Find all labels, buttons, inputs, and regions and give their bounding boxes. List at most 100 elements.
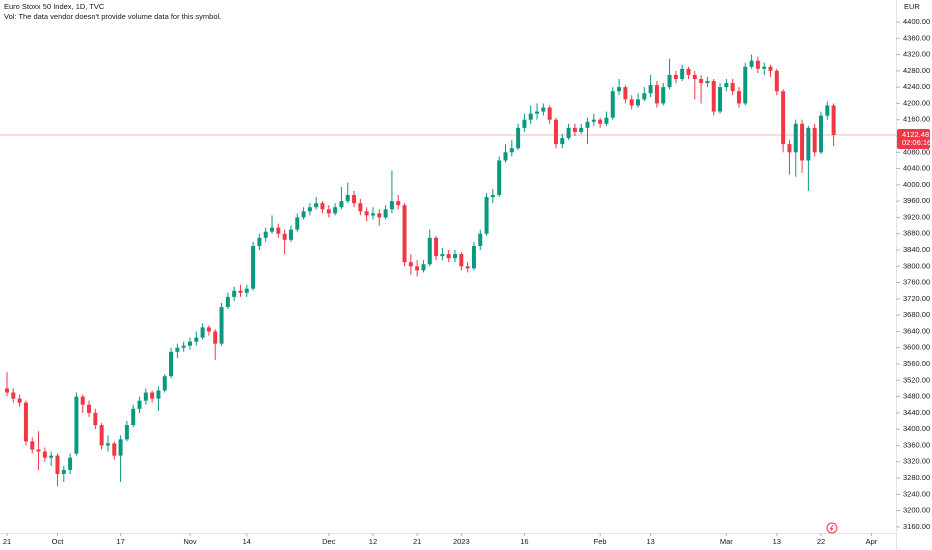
candle-body <box>301 211 306 218</box>
candle-body <box>42 451 47 458</box>
x-tick-label: 21 <box>3 537 11 546</box>
candle-body <box>99 425 104 446</box>
candle-body <box>591 119 596 122</box>
candle-body <box>522 119 527 128</box>
candle-body <box>434 237 439 257</box>
candle-body <box>497 160 502 196</box>
x-tick-label: Nov <box>183 537 197 546</box>
candle-body <box>831 105 836 135</box>
candle-body <box>598 119 603 124</box>
candle-body <box>377 213 382 218</box>
candle-body <box>213 331 218 344</box>
candle-body <box>17 398 22 403</box>
y-tick-label: 4040.00 <box>903 164 930 173</box>
candle-body <box>415 266 420 271</box>
x-tick-label: 21 <box>413 537 421 546</box>
candle-body <box>623 87 628 100</box>
candle-body <box>724 83 729 88</box>
candle-body <box>699 78 704 84</box>
candle-body <box>112 443 117 456</box>
y-tick-label: 3400.00 <box>903 424 930 433</box>
candle-body <box>654 85 659 104</box>
candle-body <box>11 392 16 399</box>
chart-title: Euro Stoxx 50 Index, 1D, TVC <box>4 2 105 11</box>
candle-body <box>295 217 300 230</box>
y-tick-label: 3360.00 <box>903 440 930 449</box>
y-tick-label: 3640.00 <box>903 326 930 335</box>
candle-body <box>806 127 811 161</box>
y-tick-label: 3320.00 <box>903 457 930 466</box>
y-tick-label: 3920.00 <box>903 212 930 221</box>
candle-body <box>345 195 350 202</box>
candle-body <box>23 402 28 442</box>
candle-body <box>781 91 786 145</box>
candle-body <box>547 107 552 120</box>
x-tick-label: Feb <box>594 537 607 546</box>
x-tick-label: 2023 <box>453 537 470 546</box>
candle-body <box>364 211 369 216</box>
candle-body <box>800 123 805 161</box>
candle-body <box>730 83 735 92</box>
candle-body <box>711 81 716 112</box>
candle-body <box>270 227 275 232</box>
x-tick-label: 17 <box>116 537 124 546</box>
candle-body <box>661 87 666 104</box>
candle-body <box>402 205 407 263</box>
y-tick-label: 3800.00 <box>903 261 930 270</box>
last-price-label: 4122.48 <box>902 130 929 139</box>
candle-body <box>61 469 66 474</box>
candle-body <box>648 85 653 94</box>
candle-body <box>818 115 823 153</box>
x-tick-label: 12 <box>369 537 377 546</box>
candle-body <box>257 237 262 246</box>
candle-body <box>408 262 413 267</box>
candle-body <box>478 233 483 246</box>
x-tick-label: 13 <box>646 537 654 546</box>
candle-body <box>610 91 615 118</box>
candle-body <box>736 91 741 104</box>
alert-icon[interactable] <box>826 522 838 534</box>
candle-body <box>749 60 754 67</box>
y-tick-label: 4000.00 <box>903 180 930 189</box>
candle-body <box>181 345 186 348</box>
candle-body <box>169 351 174 377</box>
candle-body <box>225 296 230 308</box>
y-tick-label: 4320.00 <box>903 50 930 59</box>
y-tick-label: 3200.00 <box>903 506 930 515</box>
candle-body <box>636 99 640 106</box>
candle-body <box>453 254 458 259</box>
candle-body <box>263 231 268 238</box>
countdown-label: 02:06:16 <box>902 138 931 147</box>
x-tick-label: 16 <box>520 537 528 546</box>
x-tick-label: Dec <box>322 537 336 546</box>
candle-body <box>825 105 830 116</box>
candle-body <box>238 290 243 293</box>
y-tick-label: 3520.00 <box>903 375 930 384</box>
y-tick-label: 4240.00 <box>903 82 930 91</box>
x-tick-label: 13 <box>773 537 781 546</box>
candle-body <box>352 195 357 204</box>
candle-body <box>389 201 394 210</box>
candle-body <box>150 392 155 399</box>
y-tick-label: 3240.00 <box>903 489 930 498</box>
candle-body <box>528 113 533 120</box>
candle-body <box>68 457 73 470</box>
y-tick-label: 3880.00 <box>903 229 930 238</box>
candle-body <box>200 327 205 338</box>
candle-body <box>768 66 773 71</box>
candle-body <box>680 68 685 79</box>
x-tick-label: Mar <box>720 537 733 546</box>
candle-body <box>755 60 760 69</box>
candle-body <box>705 81 710 84</box>
candle-body <box>686 68 691 75</box>
candle-body <box>30 441 35 450</box>
y-tick-label: 3560.00 <box>903 359 930 368</box>
candle-body <box>5 388 9 393</box>
y-tick-label: 4080.00 <box>903 147 930 156</box>
candle-body <box>307 207 312 212</box>
candle-body <box>446 254 451 259</box>
candle-body <box>629 99 634 106</box>
candle-body <box>36 449 41 452</box>
